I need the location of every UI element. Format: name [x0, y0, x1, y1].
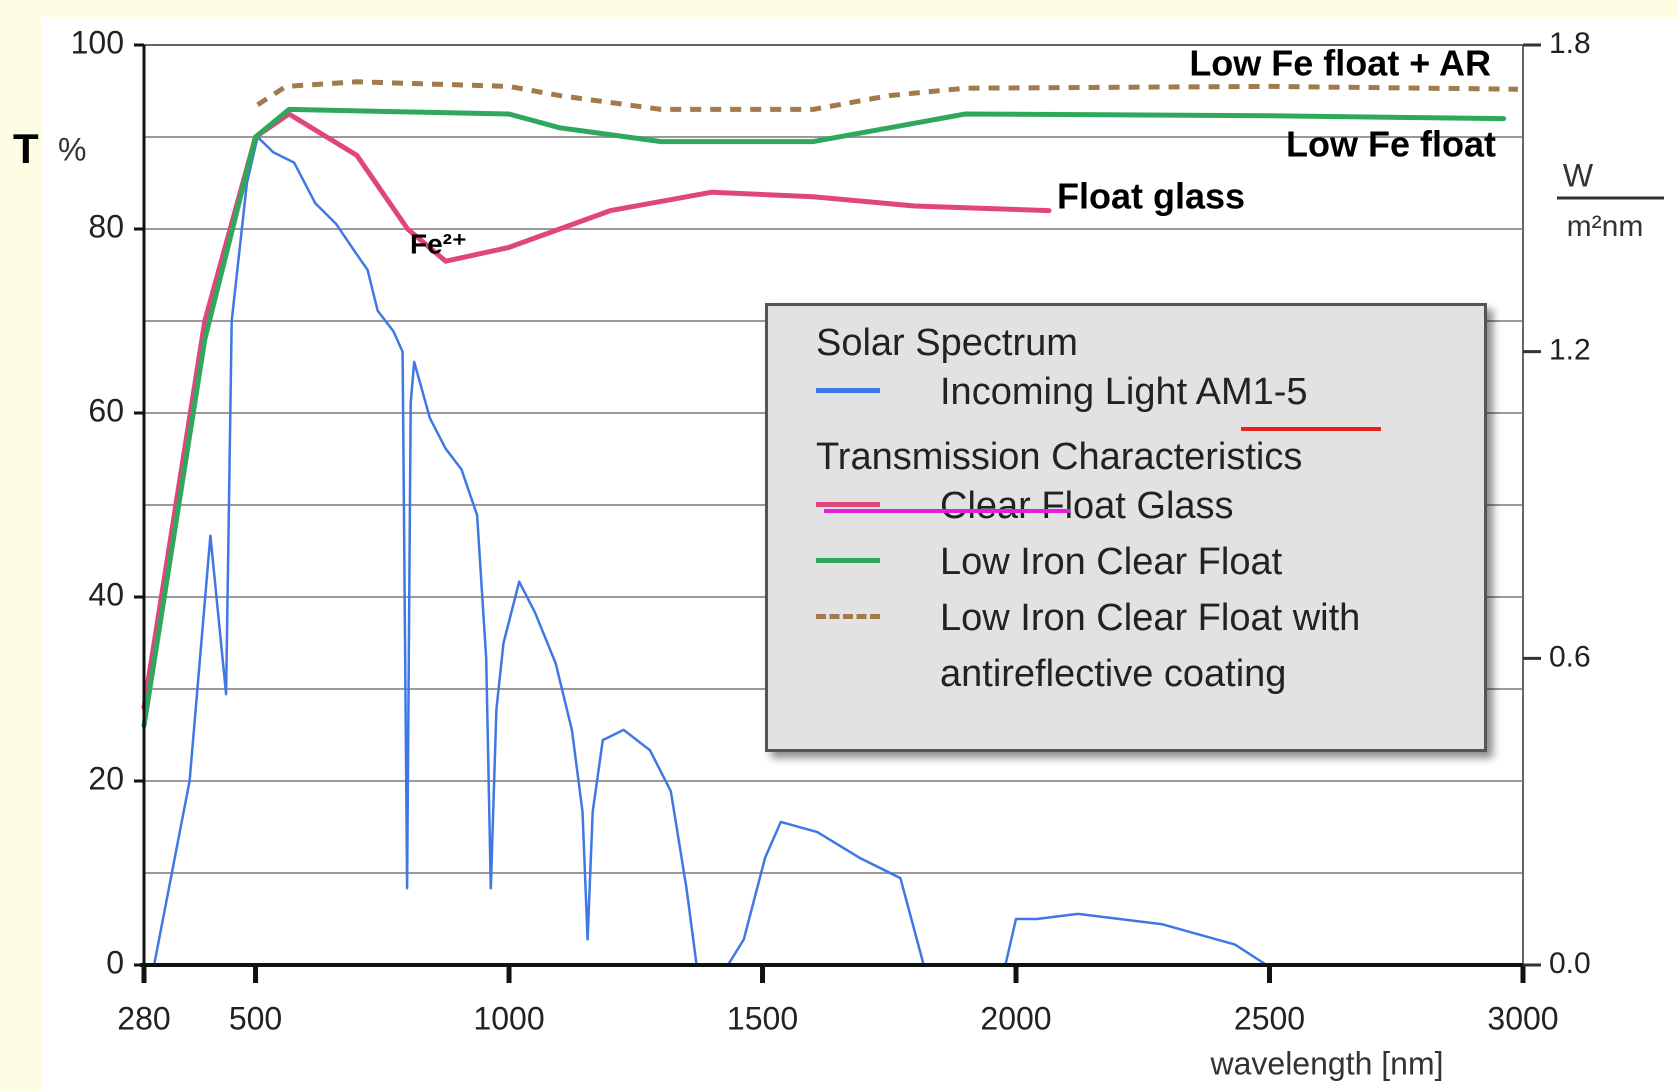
y2-tick-label: 0.6 [1549, 640, 1591, 673]
x-tick-label: 2500 [1234, 1000, 1305, 1036]
y-axis-unit: % [58, 131, 86, 167]
series-line [141, 106, 1507, 729]
legend-label: Low Iron Clear Float with antireflective… [940, 597, 1361, 695]
legend-item: Low Iron Clear Float [816, 534, 1460, 590]
legend-label: Low Iron Clear Float [940, 541, 1283, 583]
y2-tick-label: 0.0 [1549, 947, 1591, 980]
legend-label: Incoming Light AM1-5 [940, 371, 1308, 413]
legend-item: Clear Float Glass [816, 478, 1460, 534]
y-axis-label: T [13, 125, 39, 172]
y-tick-label: 0 [106, 944, 124, 980]
series-layer [141, 79, 1518, 967]
legend-swatch [816, 614, 880, 619]
legend-item: Incoming Light AM1-5 [816, 364, 1460, 420]
legend-swatch [816, 558, 880, 563]
x-tick-label: 3000 [1487, 1000, 1558, 1036]
legend-group-title: Transmission Characteristics [816, 436, 1303, 478]
legend-group-title: Solar Spectrum [816, 322, 1078, 364]
y-tick-label: 20 [88, 760, 124, 796]
legend-swatch [816, 502, 880, 507]
x-axis-label: wavelength [nm] [1209, 1045, 1443, 1081]
x-tick-label: 1500 [727, 1000, 798, 1036]
y-tick-label: 80 [88, 208, 124, 244]
x-tick-label: 500 [229, 1000, 282, 1036]
x-tick-label: 2000 [980, 1000, 1051, 1036]
legend-swatch [816, 388, 880, 393]
y2-tick-label: 1.2 [1549, 334, 1591, 367]
annotation: Low Fe float + AR [1189, 43, 1491, 84]
y-tick-label: 60 [88, 392, 124, 428]
annotation: Float glass [1057, 176, 1245, 217]
underline [1241, 427, 1381, 431]
series-line [256, 79, 1518, 112]
legend-item: Low Iron Clear Float with antireflective… [816, 590, 1460, 702]
underline [824, 509, 1070, 513]
legend: Solar Spectrum Transmission Characteristi… [765, 303, 1487, 752]
x-tick-label: 1000 [473, 1000, 544, 1036]
y-tick-label: 40 [88, 576, 124, 612]
y2-axis-label-numerator: W [1563, 157, 1594, 193]
annotation: Low Fe float [1286, 124, 1496, 165]
x-tick-label: 280 [117, 1000, 170, 1036]
annotation: Fe²⁺ [410, 228, 467, 259]
y-tick-label: 100 [71, 24, 124, 60]
y2-tick-label: 1.8 [1549, 27, 1591, 60]
y2-axis-label-denominator: m²nm [1567, 210, 1644, 243]
series-line [152, 135, 1498, 967]
legend-label: Clear Float Glass [940, 485, 1234, 527]
